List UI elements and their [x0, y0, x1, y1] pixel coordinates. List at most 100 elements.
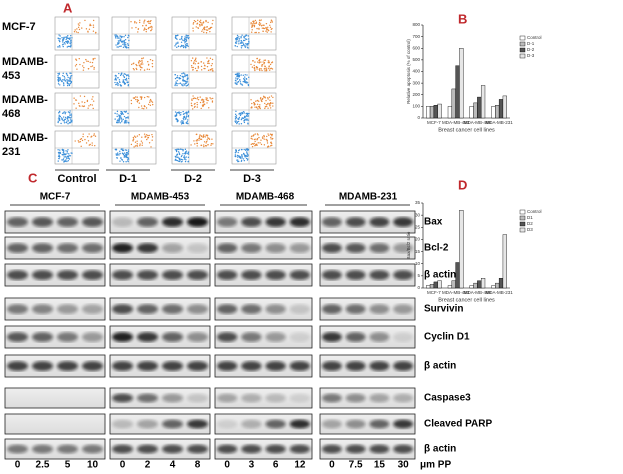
dose-label: 2 — [145, 460, 151, 471]
cell-dot — [205, 134, 207, 136]
cell-dot — [209, 97, 211, 99]
cell-dot — [263, 134, 265, 137]
bar — [437, 280, 442, 289]
flow-plot — [171, 130, 217, 165]
dose-label: 0 — [15, 460, 21, 471]
cell-dot — [177, 83, 179, 85]
cell-dot — [118, 37, 120, 39]
cell-dot — [259, 142, 261, 144]
cell-dot — [197, 19, 199, 22]
cell-dot — [263, 144, 266, 146]
cell-dot — [89, 104, 92, 106]
blot-band — [369, 304, 390, 314]
cell-dot — [236, 45, 238, 48]
blot-band — [81, 270, 104, 280]
blot-strip — [109, 354, 211, 378]
cell-dot — [69, 119, 72, 121]
cell-dot — [150, 100, 153, 102]
cell-dot — [182, 113, 185, 116]
cell-dot — [68, 153, 70, 155]
cell-dot — [116, 157, 119, 159]
cell-dot — [145, 30, 147, 33]
cell-dot — [130, 21, 132, 23]
cell-dot — [65, 150, 67, 152]
cell-dot — [119, 74, 122, 77]
cell-dot — [205, 142, 207, 144]
cell-dot — [59, 79, 62, 81]
cell-dot — [179, 148, 182, 150]
cell-dot — [265, 67, 268, 69]
cell-dot — [116, 113, 118, 115]
cell-dot — [239, 112, 241, 114]
cell-dot — [136, 140, 138, 142]
cell-dot — [237, 74, 239, 76]
cell-dot — [114, 118, 116, 120]
cell-dot — [78, 24, 80, 26]
blot-strip — [109, 387, 211, 409]
cell-dot — [253, 67, 256, 70]
cell-dot — [68, 45, 70, 48]
cell-dot — [272, 96, 274, 99]
cell-dot — [73, 103, 75, 105]
cell-dot — [181, 154, 183, 157]
cell-dot — [269, 133, 272, 135]
cell-dot — [120, 84, 122, 86]
cell-dot — [247, 38, 250, 40]
cell-dot — [176, 112, 178, 114]
cell-dot — [234, 154, 237, 156]
cell-dot — [91, 104, 94, 106]
cell-dot — [184, 148, 187, 151]
cell-dot — [127, 121, 129, 124]
cell-dot — [69, 37, 72, 39]
cell-dot — [122, 81, 124, 83]
blot-band — [6, 270, 29, 280]
cell-dot — [57, 80, 60, 83]
cell-dot — [115, 153, 117, 155]
cell-dot — [149, 98, 152, 101]
cell-dot — [262, 61, 264, 63]
cell-dot — [194, 105, 196, 108]
cell-dot — [118, 79, 121, 81]
blot-band — [186, 217, 209, 227]
cell-dot — [184, 112, 187, 114]
cell-dot — [63, 160, 66, 163]
y-tick-label: 600 — [412, 45, 420, 50]
dose-label: 30 — [398, 460, 410, 471]
blot-band — [136, 444, 159, 454]
cell-dot — [79, 138, 82, 141]
cell-dot — [176, 148, 178, 151]
cell-dot — [258, 59, 261, 62]
cell-dot — [178, 160, 181, 163]
cell-dot — [127, 117, 129, 119]
cell-dot — [128, 75, 130, 77]
cell-dot — [149, 101, 151, 104]
cell-dot — [260, 139, 262, 141]
cell-dot — [120, 112, 122, 115]
cell-dot — [200, 65, 203, 68]
cell-dot — [176, 156, 178, 158]
cell-dot — [82, 69, 85, 71]
cell-dot — [268, 96, 271, 98]
protein-label: β actin — [424, 361, 456, 372]
cell-dot — [143, 22, 145, 24]
cell-dot — [253, 66, 256, 69]
flow-plot — [171, 92, 217, 127]
cell-dot — [175, 149, 178, 152]
cell-dot — [79, 22, 81, 24]
blot-band — [345, 332, 366, 342]
cell-dot — [211, 97, 214, 100]
x-tick-label: MCF-7 — [427, 120, 441, 125]
cell-dot — [243, 159, 246, 162]
cell-dot — [182, 110, 184, 113]
cell-dot — [118, 118, 120, 121]
cell-dot — [181, 35, 183, 38]
cell-dot — [117, 84, 119, 87]
bar — [447, 106, 453, 119]
cell-dot — [257, 142, 259, 144]
cell-dot — [186, 75, 189, 77]
cell-dot — [255, 21, 258, 23]
cell-dot — [133, 135, 136, 137]
cell-dot — [205, 97, 207, 99]
cell-dot — [243, 45, 246, 47]
cell-dot — [114, 74, 117, 77]
